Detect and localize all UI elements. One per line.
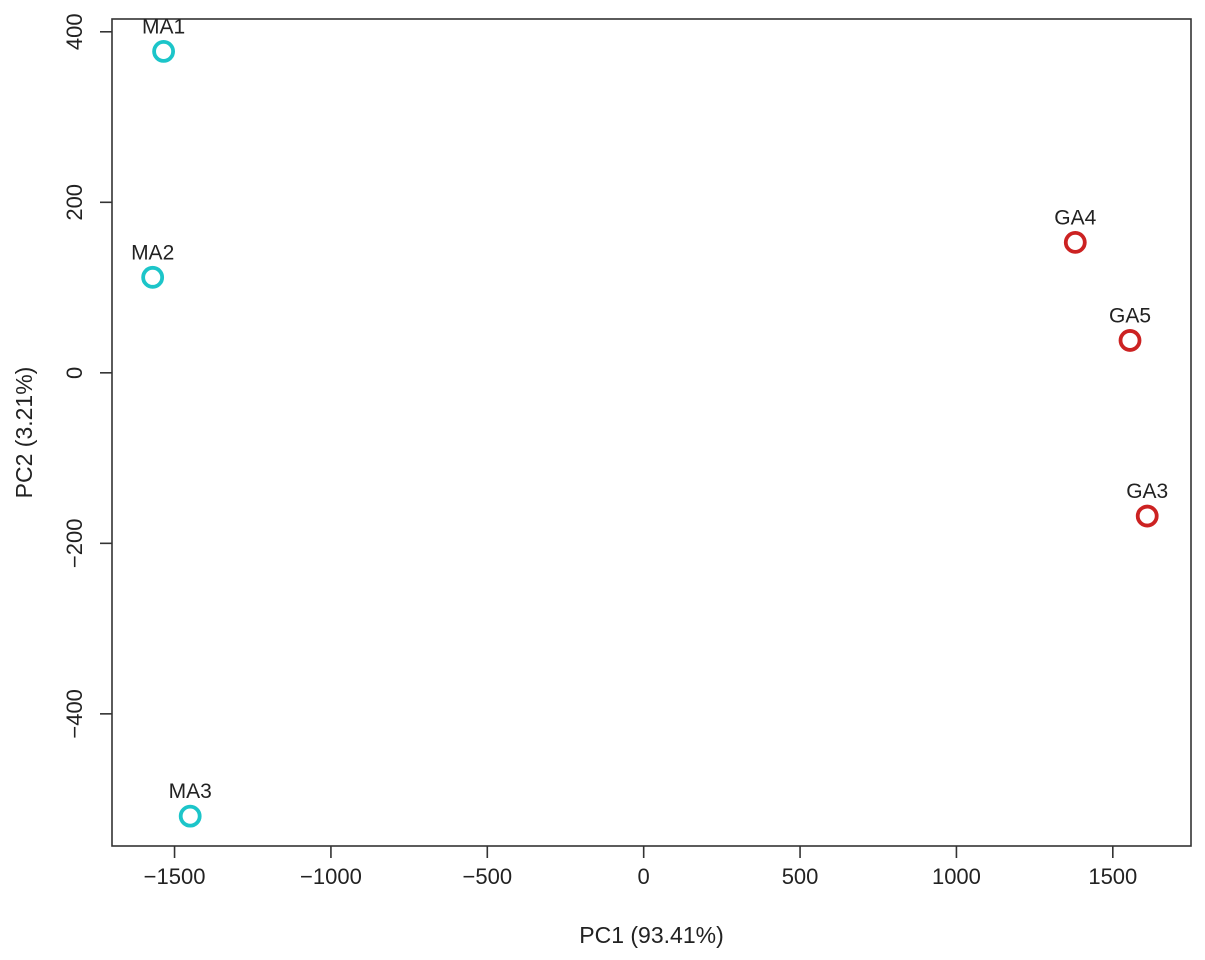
y-tick-label: 0 — [62, 367, 87, 379]
data-points — [141, 39, 1159, 828]
y-tick-label: −200 — [62, 519, 87, 569]
data-point-ma2 — [141, 265, 165, 289]
x-axis: −1500 −1000 −500 0 500 1000 1500 — [144, 846, 1137, 889]
x-axis-title: PC1 (93.41%) — [579, 922, 723, 948]
point-label-ma3: MA3 — [169, 780, 212, 803]
x-tick-label: −500 — [463, 864, 513, 889]
x-tick-label: 0 — [638, 864, 650, 889]
x-tick-label: −1000 — [300, 864, 362, 889]
point-label-ga3: GA3 — [1126, 480, 1168, 503]
point-label-ma2: MA2 — [131, 241, 174, 264]
point-labels: MA1 MA2 MA3 GA4 GA5 GA3 — [131, 15, 1168, 803]
x-tick-label: −1500 — [144, 864, 206, 889]
data-point-ma3 — [178, 804, 202, 828]
y-tick-label: −400 — [62, 689, 87, 739]
point-label-ga5: GA5 — [1109, 304, 1151, 327]
point-label-ga4: GA4 — [1054, 206, 1096, 229]
x-tick-label: 1000 — [932, 864, 981, 889]
x-tick-label: 500 — [782, 864, 819, 889]
y-tick-label: 200 — [62, 184, 87, 221]
x-tick-label: 1500 — [1088, 864, 1137, 889]
y-axis: −400 −200 0 200 400 — [62, 13, 112, 739]
plot-frame — [111, 18, 1192, 847]
y-tick-label: 400 — [62, 13, 87, 50]
y-axis-title: PC2 (3.21%) — [11, 367, 37, 499]
data-point-ga3 — [1135, 504, 1159, 528]
data-point-ma1 — [152, 39, 176, 63]
data-point-ga5 — [1118, 329, 1142, 352]
point-label-ma1: MA1 — [142, 15, 185, 38]
data-point-ga4 — [1063, 230, 1087, 254]
